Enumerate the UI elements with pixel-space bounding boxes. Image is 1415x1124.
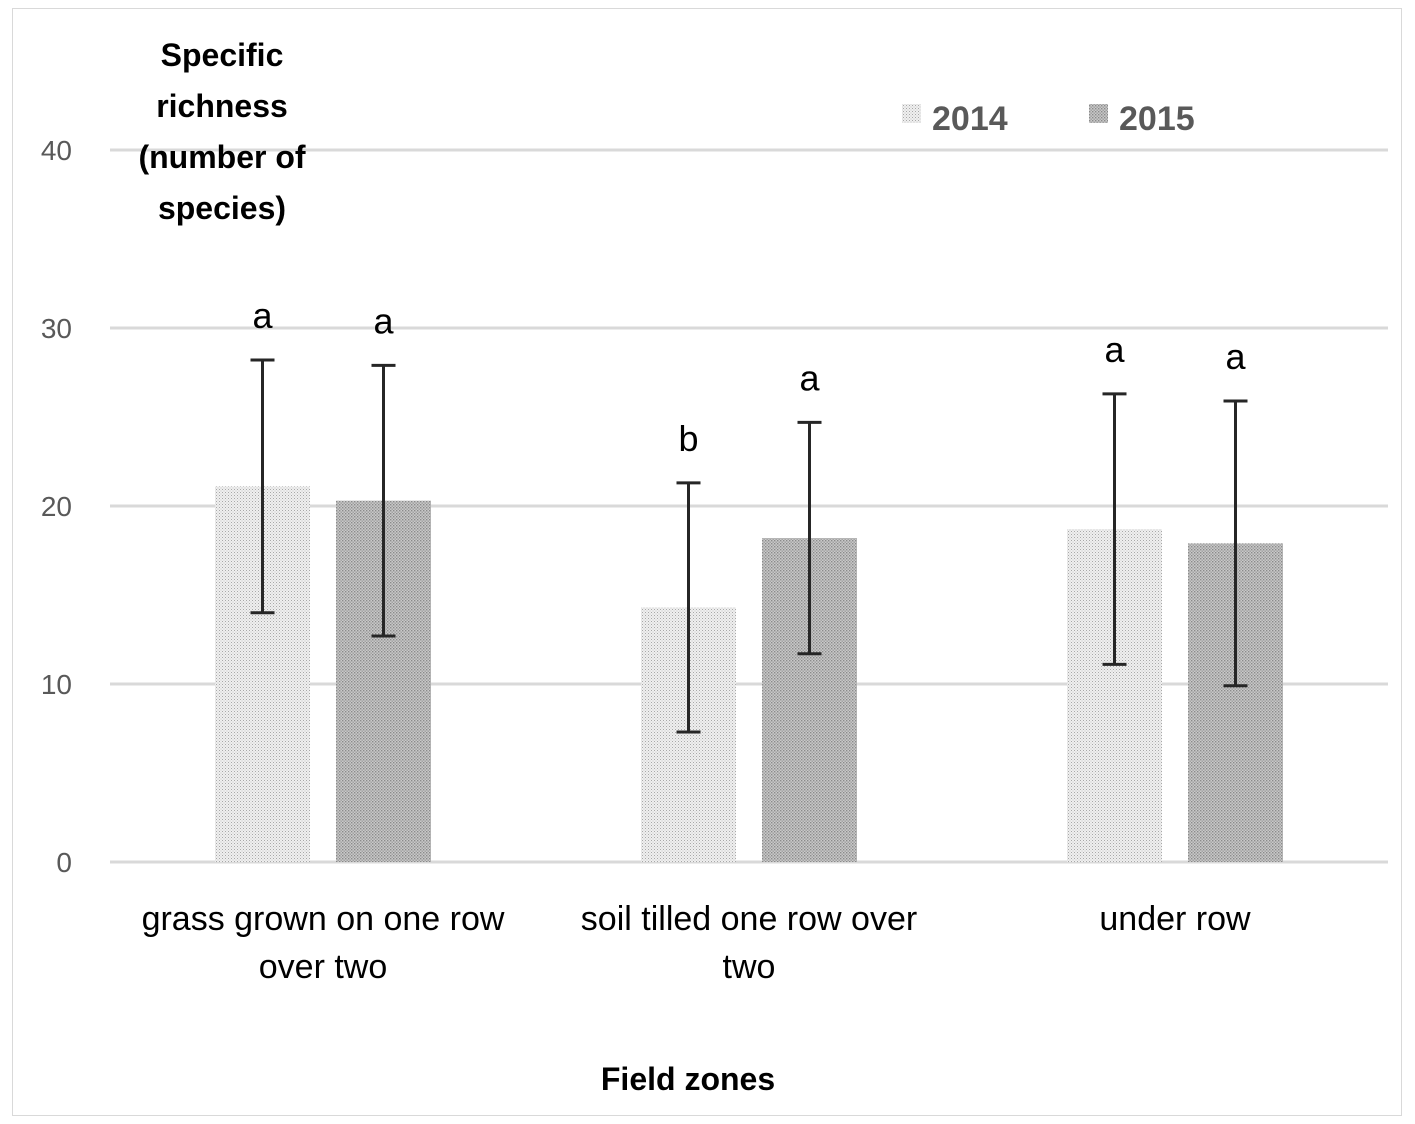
legend-label: 2014 — [932, 100, 1008, 138]
significance-letter: a — [1104, 329, 1125, 370]
y-tick-label: 30 — [41, 313, 72, 344]
legend-item-2015: 2015 — [1089, 100, 1195, 138]
legend-item-2014: 2014 — [902, 100, 1008, 138]
significance-letter: a — [373, 300, 394, 341]
legend-swatch — [1089, 104, 1108, 123]
error-bar — [250, 358, 275, 615]
category-label: grass grown on one row over two — [142, 900, 505, 986]
y-tick-label: 10 — [41, 669, 72, 700]
legend: 2014 2015 — [902, 100, 1195, 138]
error-bar — [371, 363, 396, 638]
gridlines — [110, 148, 1388, 864]
error-bar — [676, 481, 701, 734]
significance-letter: a — [252, 295, 273, 336]
significance-letters: a a b a a a — [252, 295, 1246, 459]
error-bar — [1102, 392, 1127, 666]
category-label: soil tilled one row over two — [581, 900, 917, 986]
legend-label: 2015 — [1119, 100, 1195, 138]
y-axis-ticks: 0 10 20 30 40 — [41, 135, 72, 878]
y-tick-label: 20 — [41, 491, 72, 522]
bars — [215, 486, 1283, 862]
category-label: under row — [1099, 900, 1251, 938]
significance-letter: a — [799, 357, 820, 398]
error-bars — [250, 358, 1248, 734]
y-tick-label: 40 — [41, 135, 72, 166]
y-axis-title: Specific richness (number of species) — [138, 37, 305, 226]
category-labels: grass grown on one row over two soil tille… — [142, 900, 1251, 986]
y-tick-label: 0 — [56, 847, 72, 878]
chart-frame — [12, 8, 1402, 1116]
significance-letter: a — [1225, 336, 1246, 377]
error-bar — [1223, 399, 1248, 688]
x-axis-title: Field zones — [601, 1061, 775, 1097]
error-bar — [797, 420, 822, 656]
significance-letter: b — [678, 418, 698, 459]
legend-swatch — [902, 104, 921, 123]
